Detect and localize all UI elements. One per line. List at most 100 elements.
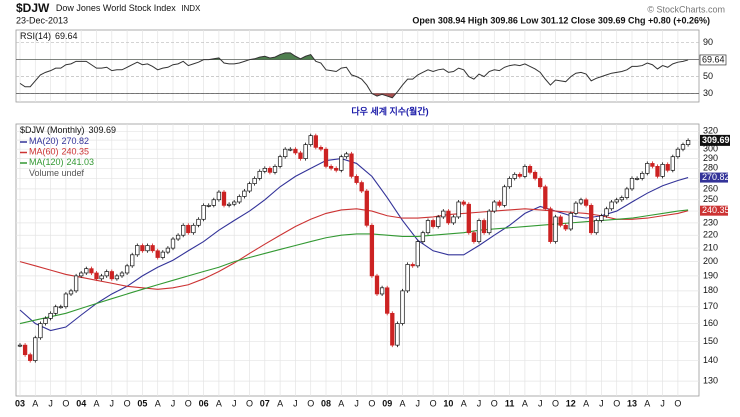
- candle-body: [685, 140, 691, 145]
- y-tick-label: 190: [703, 270, 718, 280]
- candle-body: [553, 216, 558, 242]
- candle-body: [609, 201, 614, 210]
- x-tick-label: 03: [15, 398, 25, 408]
- candle-body: [390, 312, 395, 346]
- candle-body: [63, 293, 69, 308]
- y-tick-label: 220: [703, 230, 718, 240]
- rsi-tick-label: 50: [703, 71, 713, 81]
- x-tick-label: A: [155, 398, 161, 408]
- candle-body: [624, 188, 630, 198]
- candle-body: [257, 170, 262, 179]
- x-tick-label: A: [583, 398, 589, 408]
- candle-body: [17, 344, 23, 347]
- volume-legend: Volume undef: [29, 168, 85, 178]
- candle-body: [665, 164, 670, 171]
- candle-body: [99, 275, 104, 280]
- candle-body: [395, 323, 400, 346]
- candle-body: [385, 287, 390, 314]
- candle-body: [247, 183, 252, 192]
- rsi-name: RSI(14): [20, 31, 51, 41]
- legend-value: 240.35: [62, 147, 90, 157]
- x-tick-label: A: [93, 398, 99, 408]
- y-tick-label: 210: [703, 242, 718, 252]
- x-tick-label: 05: [137, 398, 147, 408]
- x-tick-label: A: [338, 398, 344, 408]
- legend-symbol: $DJW (Monthly): [20, 125, 85, 135]
- x-tick-label: A: [216, 398, 222, 408]
- rsi-value-box-label: 69.64: [702, 54, 725, 64]
- candle-body: [670, 156, 675, 171]
- x-tick-label: O: [674, 398, 681, 408]
- value-box: [700, 205, 728, 216]
- candle-body: [165, 247, 171, 253]
- x-tick-label: 06: [199, 398, 209, 408]
- candle-body: [349, 153, 354, 177]
- x-tick-label: 09: [382, 398, 392, 408]
- x-tick-label: A: [644, 398, 650, 408]
- candle-body: [119, 272, 125, 277]
- candle-body: [186, 224, 191, 234]
- candle-body: [22, 344, 28, 356]
- y-tick-label: 150: [703, 336, 718, 346]
- candle-body: [48, 312, 53, 319]
- y-tick-label: 230: [703, 217, 718, 227]
- chart-title: 다우 세계 지수(월간): [351, 105, 428, 116]
- candle-body: [196, 218, 201, 226]
- candle-body: [415, 241, 420, 267]
- moving-average-line: [19, 158, 689, 332]
- candle-body: [522, 166, 528, 177]
- candle-body: [538, 178, 543, 188]
- index-name: Dow Jones World Stock Index: [56, 3, 176, 13]
- candle-body: [359, 182, 364, 192]
- candle-body: [594, 220, 599, 234]
- candle-body: [318, 147, 324, 150]
- y-tick-label: 130: [703, 375, 718, 385]
- candle-body: [89, 268, 94, 274]
- candle-body: [645, 163, 650, 174]
- exchange: INDX: [181, 4, 201, 13]
- candle-body: [124, 265, 130, 274]
- candle-body: [517, 173, 522, 177]
- candle-body: [461, 201, 466, 205]
- candle-body: [73, 275, 79, 292]
- candle-body: [94, 272, 99, 280]
- y-tick-label: 160: [703, 318, 718, 328]
- value-box-label: 270.82: [702, 172, 730, 182]
- candle-body: [267, 167, 273, 173]
- quote: Open 308.94 High 309.86 Low 301.12 Close…: [412, 15, 710, 25]
- candle-body: [242, 190, 247, 197]
- candle-body: [43, 318, 48, 324]
- candle-body: [84, 268, 89, 274]
- y-tick-label: 140: [703, 355, 718, 365]
- candle-body: [216, 191, 222, 201]
- candle-body: [237, 196, 242, 203]
- candle-body: [181, 224, 186, 236]
- candle-body: [650, 163, 655, 167]
- x-tick-label: O: [430, 398, 437, 408]
- candle-body: [640, 172, 645, 179]
- candle-body: [109, 271, 114, 280]
- legend-entry: MA(60) 240.35: [29, 147, 89, 157]
- price-legend: $DJW (Monthly) 309.69: [20, 125, 116, 135]
- y-tick-label: 260: [703, 183, 718, 193]
- candle-body: [558, 216, 563, 226]
- y-tick-label: 290: [703, 153, 718, 163]
- symbol: $DJW: [16, 1, 50, 15]
- value-box: [700, 134, 730, 146]
- candle-body: [476, 220, 482, 242]
- legend-entry: MA(120) 241.03: [29, 157, 94, 167]
- rsi-tick-label: 30: [703, 88, 713, 98]
- x-tick-label: A: [522, 398, 528, 408]
- candle-body: [33, 337, 38, 361]
- candle-body: [634, 178, 640, 180]
- candle-body: [456, 201, 461, 218]
- rsi-overbought-fill: [208, 52, 315, 60]
- candle-body: [201, 205, 206, 220]
- rsi-line: [19, 52, 689, 99]
- legend-entry: MA(20) 270.82: [29, 136, 89, 146]
- candle-body: [323, 148, 329, 167]
- candle-body: [512, 173, 517, 179]
- candle-body: [441, 210, 446, 218]
- rsi-value-box: [699, 54, 727, 66]
- x-tick-label: A: [32, 398, 38, 408]
